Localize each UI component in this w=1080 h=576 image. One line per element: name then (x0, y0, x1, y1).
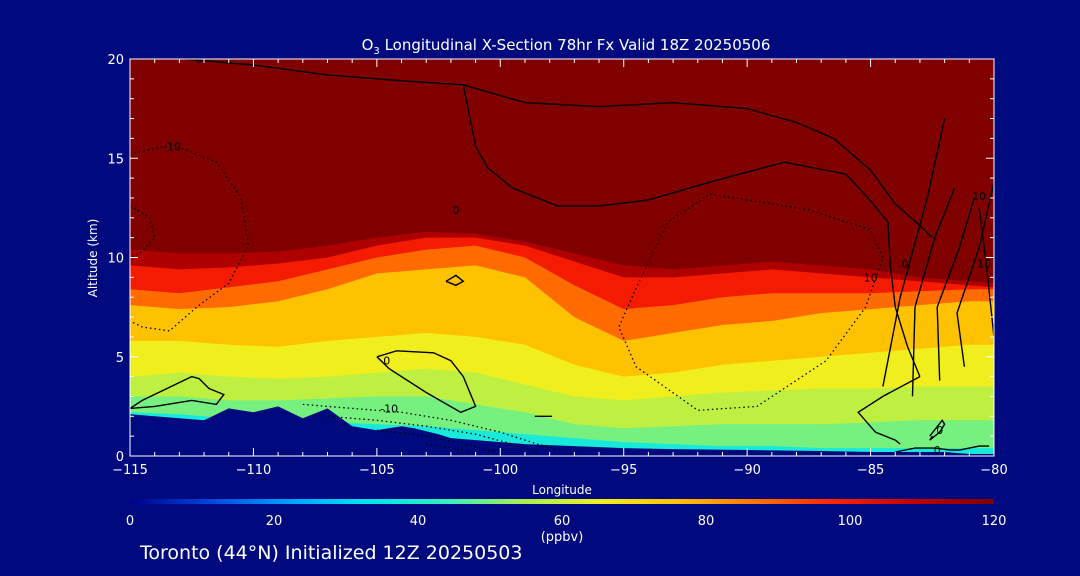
contour-label: 0 (934, 444, 941, 457)
contour-line (936, 197, 975, 381)
contour-line (895, 445, 990, 453)
colorbar-tick-label: 80 (698, 514, 715, 529)
y-tick-label: 20 (107, 53, 124, 68)
colorbar-tick-label: 120 (982, 514, 1007, 529)
contour-line (130, 143, 250, 332)
colorbar-unit-label: (ppbv) (541, 530, 584, 545)
contour-label: 0 (383, 355, 390, 368)
contour-line (130, 205, 156, 259)
colorbar-tick-label: 40 (410, 514, 427, 529)
x-tick-label: −85 (857, 463, 884, 478)
contour-label: -10 (163, 140, 181, 153)
y-axis-label: Altitude (km) (86, 219, 100, 298)
contour-line (911, 187, 956, 397)
contour-label: 10 (972, 190, 986, 203)
contour-label: 10 (864, 271, 878, 284)
y-tick-label: 0 (116, 450, 124, 465)
contour-line (445, 274, 465, 287)
contour-label: 0 (452, 204, 459, 217)
contour-label: 0 (196, 53, 203, 66)
initialization-footer: Toronto (44°N) Initialized 12Z 20250503 (140, 542, 523, 564)
colorbar-gradient (130, 499, 994, 504)
colorbar-tick-label: 0 (126, 514, 134, 529)
colorbar-tick-label: 60 (554, 514, 571, 529)
contour-line (882, 118, 946, 387)
contour-line (376, 350, 477, 414)
x-tick-label: −90 (733, 463, 760, 478)
contour-label: 0 (902, 258, 909, 271)
colorbar: 0 20 40 60 80 100 120 (126, 499, 1007, 529)
plot-axes: −115 −110 −105 −100 −95 −90 −85 −80 0 5 10 15 20 (107, 53, 1007, 478)
chart-title: O3 Longitudinal X-Section 78hr Fx Valid … (362, 36, 771, 57)
colorbar-tick-label: 20 (266, 514, 283, 529)
y-tick-label: 5 (116, 351, 124, 366)
contour-line (618, 193, 884, 411)
x-tick-label: −115 (112, 463, 148, 478)
terrain-mask (130, 406, 994, 456)
x-tick-label: −95 (610, 463, 637, 478)
contour-line (376, 429, 496, 453)
contour-line (327, 415, 538, 453)
colorbar-tick-label: 100 (838, 514, 863, 529)
contour-label: -10 (380, 402, 398, 415)
x-tick-label: −100 (482, 463, 518, 478)
x-tick-label: −80 (980, 463, 1007, 478)
contour-line (462, 84, 921, 377)
contour-label: 10 (977, 258, 991, 271)
x-axis-label: Longitude (532, 483, 592, 497)
contour-line (978, 207, 994, 337)
contour-line (857, 375, 921, 445)
contour-line (130, 375, 225, 410)
contour-line (184, 59, 933, 239)
contour-line (302, 403, 563, 451)
x-tick-label: −105 (359, 463, 395, 478)
contour-line (929, 419, 946, 441)
contour-label: 0 (936, 424, 943, 437)
contour-line (956, 181, 994, 367)
plot-area: -10 0 0 -10 10 0 0 0 10 10 0 (130, 53, 994, 457)
y-tick-label: 15 (107, 152, 124, 167)
x-tick-label: −110 (236, 463, 272, 478)
y-tick-label: 10 (107, 252, 124, 267)
